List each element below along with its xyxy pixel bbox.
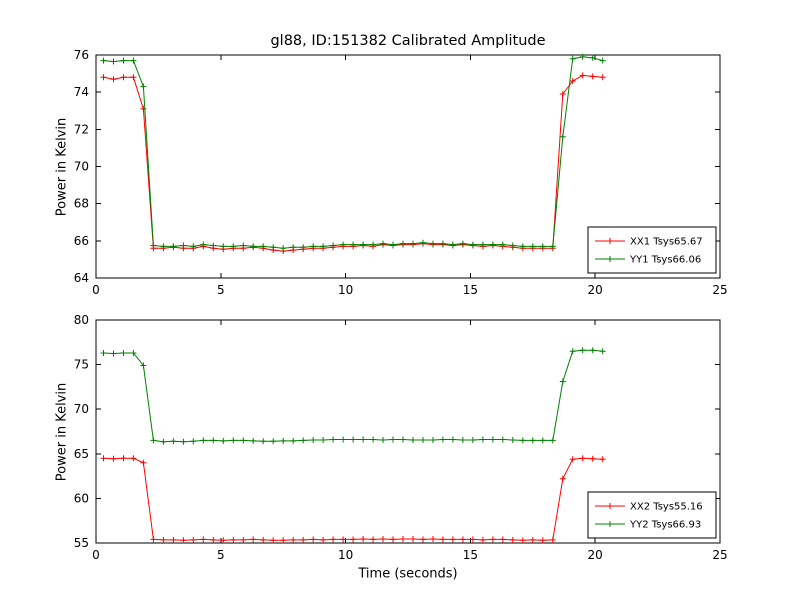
x-tick-label: 5 (217, 283, 225, 297)
series-markers-XX1 (100, 72, 606, 255)
series-line-YY1 (103, 56, 603, 249)
x-tick-label: 15 (463, 283, 478, 297)
legend-label: XX2 Tsys55.16 (630, 502, 703, 513)
y-tick-label: 70 (74, 402, 89, 416)
legend-plus-marker-icon (607, 238, 613, 244)
x-tick-label: 15 (463, 548, 478, 562)
y-tick-label: 64 (74, 271, 89, 285)
series-line-XX2 (103, 457, 603, 541)
legend-box (587, 226, 717, 274)
y-tick-label: 66 (74, 234, 89, 248)
y-tick-label: 72 (74, 122, 89, 136)
subplot-0: 0 5 10 15 20 25 64 66 68 70 72 74 76 XX1 Tsys65.67 YY1… (74, 48, 728, 297)
series-line-YY2 (103, 349, 603, 443)
y-tick-label: 55 (74, 536, 89, 550)
y-tick-label: 76 (74, 48, 89, 62)
y-tick-label: 65 (74, 447, 89, 461)
axes-frame (95, 319, 721, 544)
x-tick-label: 10 (338, 283, 353, 297)
x-tick-label: 20 (588, 548, 603, 562)
series-markers-YY2 (100, 347, 606, 445)
legend: XX2 Tsys55.16 YY2 Tsys66.93 (587, 491, 717, 539)
y-tick-label: 75 (74, 358, 89, 372)
legend-label: XX1 Tsys65.67 (630, 237, 703, 248)
legend-label: YY1 Tsys66.06 (629, 255, 701, 266)
legend-plus-marker-icon (607, 503, 613, 509)
series-markers-XX2 (100, 455, 606, 544)
x-tick-label: 0 (92, 283, 100, 297)
y-tick-label: 74 (74, 85, 89, 99)
subplot-1: 0 5 10 15 20 25 55 60 65 70 75 80 XX2 Tsys55.16 YY2 T… (74, 313, 728, 562)
x-tick-label: 10 (338, 548, 353, 562)
x-tick-label: 5 (217, 548, 225, 562)
y-tick-label: 70 (74, 160, 89, 174)
y-tick-label: 60 (74, 491, 89, 505)
x-tick-label: 25 (712, 548, 727, 562)
legend-plus-marker-icon (607, 256, 613, 262)
y-tick-label: 80 (74, 313, 89, 327)
legend-box (587, 491, 717, 539)
x-tick-label: 0 (92, 548, 100, 562)
x-tick-label: 20 (588, 283, 603, 297)
x-tick-label: 25 (712, 283, 727, 297)
legend-plus-marker-icon (607, 521, 613, 527)
axes-frame (95, 54, 721, 279)
x-axis-label: Time (seconds) (358, 566, 458, 582)
series-line-XX1 (103, 74, 603, 252)
y-tick-label: 68 (74, 197, 89, 211)
legend-label: YY2 Tsys66.93 (629, 520, 701, 531)
legend: XX1 Tsys65.67 YY1 Tsys66.06 (587, 226, 717, 274)
tick-labels: 0 5 10 15 20 25 55 60 65 70 75 80 (74, 313, 728, 562)
series-markers-YY1 (100, 53, 606, 252)
chart-title: gl88, ID:151382 Calibrated Amplitude (270, 33, 546, 49)
tick-labels: 0 5 10 15 20 25 64 66 68 70 72 74 76 (74, 48, 728, 297)
